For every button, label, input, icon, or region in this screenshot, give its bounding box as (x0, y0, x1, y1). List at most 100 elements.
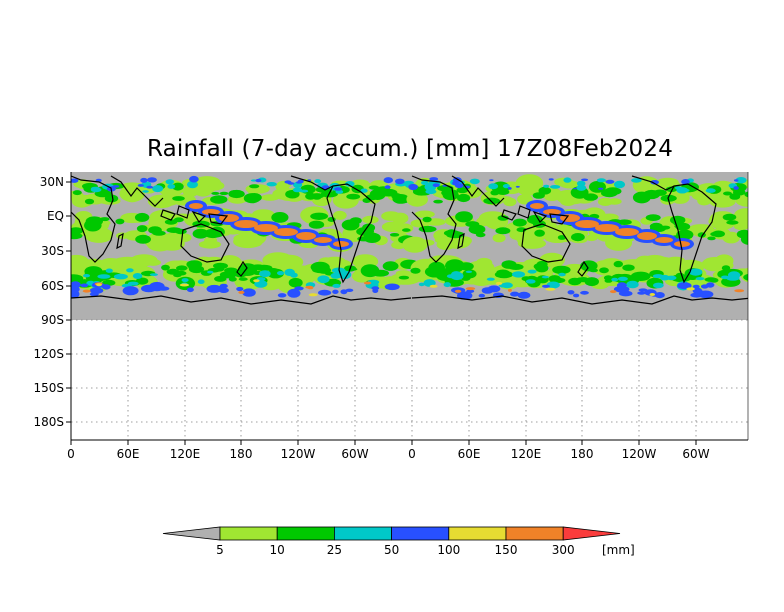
rain-cell (211, 191, 220, 195)
rain-cell (72, 190, 82, 196)
coastline (110, 175, 164, 207)
rain-cell (617, 219, 632, 225)
lat-tick-label: 150S (33, 381, 64, 395)
rain-cell (552, 265, 571, 275)
rain-cell (83, 274, 90, 278)
rain-cell (96, 283, 102, 287)
rain-cell (115, 218, 125, 225)
lon-tick-label: 120E (511, 447, 542, 461)
coastline (180, 223, 230, 263)
rain-cell (219, 283, 228, 289)
rain-cell (214, 275, 227, 282)
coastline (176, 205, 190, 219)
rain-cell (206, 284, 223, 293)
rain-cell (410, 267, 421, 274)
rain-cell (112, 185, 120, 188)
rain-cell (351, 179, 369, 187)
rain-cell (392, 194, 410, 204)
colorbar-label: 25 (327, 543, 342, 557)
rain-cell (71, 178, 79, 183)
rain-cell (610, 290, 617, 294)
rain-cell (512, 271, 525, 278)
rain-cell (649, 293, 656, 296)
rain-cell (550, 185, 561, 189)
colorbar-low-triangle (162, 526, 221, 541)
rain-cell (544, 232, 571, 243)
rain-cell (700, 284, 709, 289)
rain-cell (722, 213, 737, 221)
rain-cell (563, 177, 572, 183)
rain-cell (395, 178, 405, 185)
rain-cell (645, 214, 661, 222)
rain-cell (576, 184, 587, 191)
rain-cell (638, 288, 648, 292)
rain-cell (97, 274, 111, 279)
rain-cell (733, 186, 739, 190)
lon-tick-label: 180 (571, 447, 594, 461)
rain-cell (495, 227, 511, 235)
rain-cell (527, 269, 537, 274)
rain-cell (455, 211, 473, 223)
rain-cell (457, 236, 472, 246)
rain-cell (318, 289, 332, 296)
coastline (411, 175, 457, 263)
rain-cell (167, 184, 176, 189)
rain-cell (71, 289, 80, 299)
rain-cell (733, 222, 748, 231)
rain-cell (172, 182, 184, 191)
rain-cell (666, 256, 685, 264)
rain-cell (457, 193, 471, 203)
rain-cell (310, 212, 328, 220)
rain-cell (559, 196, 577, 206)
rain-cell (254, 224, 278, 232)
rain-cell (743, 273, 748, 281)
rain-cell (253, 212, 270, 221)
rain-cell (384, 185, 391, 189)
rain-cell (517, 194, 533, 205)
rain-cell (335, 189, 344, 194)
lon-tick-label: 60E (458, 447, 481, 461)
lat-tick-label: 30S (41, 244, 64, 258)
rain-cell (382, 261, 399, 271)
rain-cell (695, 277, 705, 281)
coastline (411, 295, 748, 305)
rain-cell (510, 291, 520, 297)
rain-cell (478, 293, 485, 298)
rain-cell (402, 236, 428, 253)
rain-cell (496, 269, 510, 276)
coastline (501, 209, 517, 221)
colorbar-label: 300 (552, 543, 575, 557)
rain-cell (408, 183, 418, 191)
rain-cell (558, 272, 566, 277)
rain-cell (85, 271, 105, 284)
lon-tick-label: 120W (622, 447, 657, 461)
rain-cell (611, 277, 619, 282)
rain-cell (372, 288, 379, 293)
rain-cell (287, 182, 295, 185)
rain-cell (433, 199, 443, 204)
rain-cell (596, 178, 607, 183)
rain-cell (541, 275, 549, 279)
rain-cell (475, 232, 486, 238)
rain-cell (266, 182, 277, 187)
rain-cell (710, 231, 723, 237)
rain-cell (542, 284, 550, 288)
rain-cell (643, 180, 667, 192)
rain-cell (164, 219, 178, 225)
rain-cell (253, 279, 260, 283)
rain-cell (146, 185, 154, 189)
lat-tick-label: 180S (33, 415, 64, 429)
rain-cell (360, 188, 368, 193)
rain-cell (706, 196, 727, 205)
rain-cell (429, 177, 439, 181)
rain-cell (383, 177, 393, 184)
rain-cell (726, 275, 740, 281)
coastline (71, 295, 412, 305)
rain-cell (371, 269, 389, 277)
rain-cell (356, 227, 374, 236)
rain-cell (422, 216, 432, 223)
colorbar: 5 10 25 50 100 150 300 [mm] (162, 526, 635, 557)
rain-cell (147, 194, 175, 209)
rain-cell (571, 233, 585, 242)
